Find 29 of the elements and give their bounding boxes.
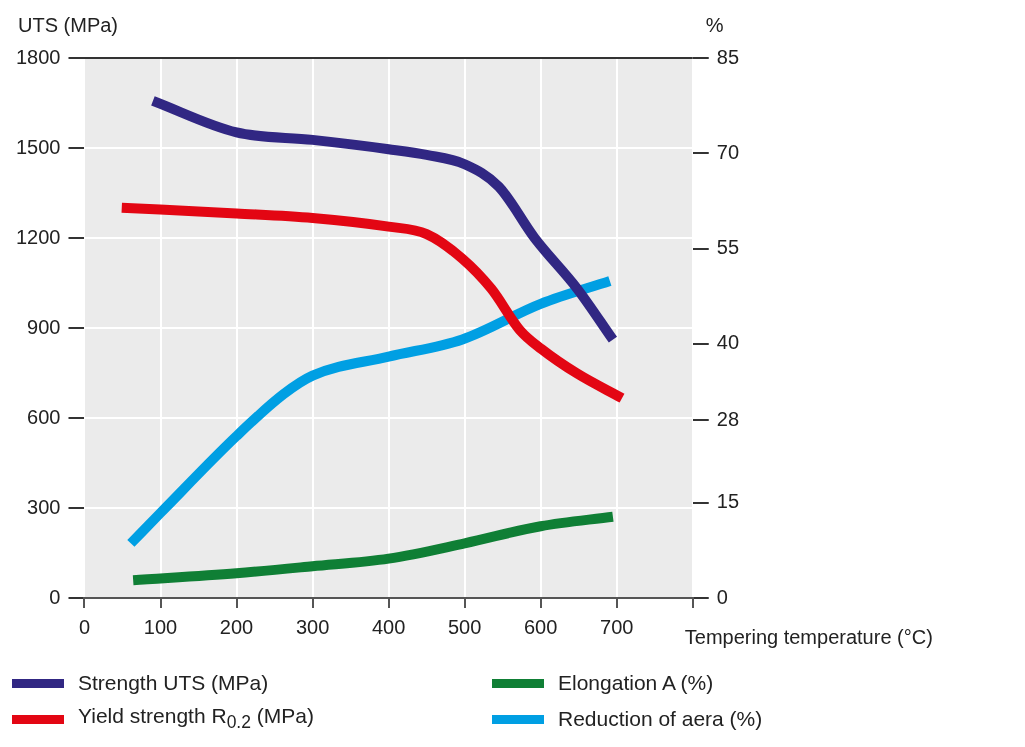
x-axis-title: Tempering temperature (°C) [684,626,933,648]
y2-tick-label: 55 [716,236,739,259]
y2-tick-label: 40 [716,331,739,354]
legend-label: Yield strength R$_{0.2}$ (MPa) [78,704,314,734]
legend-label: Strength UTS (MPa) [78,671,269,695]
legend-label: Reduction of aera (%) [558,707,763,731]
y-tick-label: 0 [49,585,61,608]
x-tick-label: 500 [447,615,482,638]
y2-tick-label: 70 [716,140,739,163]
y2-tick-label: 0 [716,585,728,608]
y-tick-label: 1200 [15,225,61,248]
y-axis-title: UTS (MPa) [18,14,118,36]
legend-label: Elongation A (%) [558,671,714,695]
y-tick-label: 1500 [15,135,61,158]
x-tick-label: 600 [524,615,558,638]
y-tick-label: 900 [27,315,61,338]
y2-tick-label: 85 [716,45,739,68]
x-tick-label: 400 [371,615,406,638]
x-tick-label: 100 [143,615,178,638]
x-tick-label: 200 [219,615,254,638]
x-tick-label: 700 [600,615,634,638]
y2-axis-title: % [705,14,724,36]
x-tick-label: 300 [295,615,330,638]
x-tick-label: 0 [78,615,91,638]
y-tick-label: 600 [27,405,61,428]
y-tick-label: 300 [27,495,61,518]
y-tick-label: 1800 [15,45,61,68]
y2-tick-label: 15 [716,490,739,513]
y2-tick-label: 28 [716,407,739,430]
